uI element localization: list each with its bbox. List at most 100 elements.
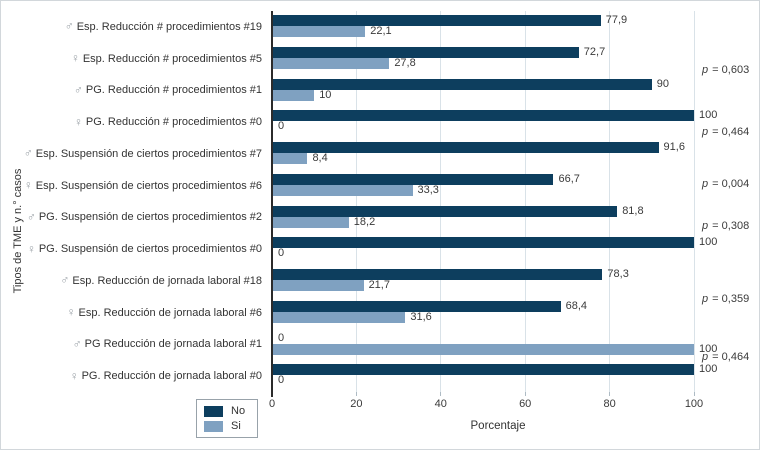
category-label-text: Esp. Reducción de jornada laboral #18 [72, 274, 262, 287]
value-label: 77,9 [605, 14, 628, 26]
female-icon: ♀ [66, 305, 76, 320]
x-axis-tick-label: 60 [519, 398, 532, 410]
no-bar [272, 300, 561, 312]
legend-label-no: No [231, 405, 246, 417]
p-value-label: p = 0,004 [702, 178, 750, 190]
x-axis-tick [693, 392, 695, 396]
category-label: ♀ Esp. Reducción de jornada laboral #6 [1, 297, 262, 329]
plot-area: 77,9 22,1 72,7 27,8 90 10 100 0 91,6 8,4 66,7 33,3 8… [272, 11, 717, 392]
category-label-text: Esp. Suspensión de ciertos procedimiento… [35, 147, 262, 160]
category-label: ♀ PG. Suspensión de ciertos procedimiento… [1, 233, 262, 265]
value-label: 18,2 [353, 215, 376, 228]
value-label: 90 [656, 77, 670, 90]
category-label-text: Esp. Reducción # procedimientos #5 [82, 52, 262, 65]
no-bar [272, 110, 694, 122]
value-label: 0 [278, 374, 285, 387]
value-label: 81,8 [622, 204, 644, 217]
x-axis-tick [609, 392, 611, 396]
category-label: ♂ Esp. Reducción # procedimientos #19 [1, 11, 262, 43]
male-icon: ♂ [64, 19, 74, 34]
value-label: 27,8 [394, 56, 416, 69]
female-icon: ♀ [26, 241, 36, 256]
category-label: ♂ Esp. Reducción de jornada laboral #18 [1, 265, 262, 297]
category-label: ♀ Esp. Reducción # procedimientos #5 [1, 43, 262, 75]
legend-swatch-si [204, 420, 223, 432]
no-bar [272, 46, 579, 58]
female-icon: ♀ [70, 51, 80, 66]
value-label: 8,4 [312, 152, 328, 164]
no-bar [272, 269, 603, 280]
value-label: 100 [699, 363, 718, 376]
female-icon: ♀ [23, 178, 33, 193]
no-bar [272, 364, 694, 376]
male-icon: ♂ [73, 82, 83, 97]
value-label: 21,7 [368, 279, 390, 291]
category-label-text: PG. Reducción # procedimientos #0 [85, 116, 262, 129]
category-label: ♂ PG. Reducción # procedimientos #1 [1, 75, 262, 107]
gridline [524, 11, 526, 392]
category-label: ♀ PG. Reducción de jornada laboral #0 [1, 360, 262, 392]
category-label: ♀ Esp. Suspensión de ciertos procedimient… [1, 170, 262, 202]
no-bar [272, 237, 694, 249]
female-icon: ♀ [69, 368, 79, 383]
si-bar [272, 216, 349, 228]
category-label-text: PG. Suspensión de ciertos procedimientos… [38, 243, 262, 256]
si-bar [272, 343, 694, 355]
si-bar [272, 153, 308, 164]
value-label: 22,1 [370, 25, 392, 37]
category-label-text: PG. Reducción de jornada laboral #0 [81, 370, 262, 383]
category-label: ♂ Esp. Suspensión de ciertos procedimient… [1, 138, 262, 170]
category-label-text: Esp. Suspensión de ciertos procedimiento… [35, 179, 262, 192]
value-label: 33,3 [417, 183, 439, 196]
value-label: 68,4 [565, 299, 588, 312]
category-label-text: PG Reducción de jornada laboral #1 [84, 338, 262, 351]
legend-label-si: Si [231, 420, 241, 432]
value-label: 0 [278, 120, 285, 133]
p-values: p = 0,603 p = 0,464 p = 0,004 p = 0,308 p = … [702, 1, 759, 449]
p-value-label: p = 0,308 [702, 220, 750, 232]
value-label: 91,6 [663, 141, 685, 153]
value-label: 0 [278, 247, 285, 260]
si-bar [272, 280, 364, 291]
p-value-label: p = 0,464 [702, 351, 750, 363]
no-bar [272, 173, 554, 185]
x-axis-tick [440, 392, 442, 396]
si-bar [272, 26, 366, 37]
value-label: 31,6 [410, 310, 432, 323]
p-value-label: p = 0,603 [702, 64, 750, 76]
value-label: 100 [699, 342, 718, 355]
x-axis-tick [355, 392, 357, 396]
male-icon: ♂ [72, 336, 82, 351]
legend-swatch-no [204, 405, 223, 417]
si-bar [272, 57, 390, 69]
si-bar [272, 89, 315, 101]
p-value-label: p = 0,464 [702, 126, 750, 138]
no-bar [272, 15, 601, 26]
value-label: 10 [319, 88, 332, 101]
x-axis-tick [524, 392, 526, 396]
category-label-text: PG. Reducción # procedimientos #1 [85, 84, 262, 97]
p-value-label: p = 0,359 [702, 293, 750, 305]
value-label: 100 [699, 109, 718, 122]
si-bar [272, 184, 413, 196]
category-label: ♂ PG Reducción de jornada laboral #1 [1, 329, 262, 361]
no-bar [272, 205, 618, 217]
value-label: 72,7 [583, 45, 606, 58]
category-label-text: PG. Suspensión de ciertos procedimientos… [38, 211, 262, 224]
x-axis-title: Porcentaje [470, 420, 526, 432]
gridline [693, 11, 695, 392]
x-axis-tick-label: 80 [603, 398, 616, 410]
x-axis-tick-label: 0 [268, 398, 276, 410]
gridline [609, 11, 611, 392]
si-bar [272, 311, 406, 323]
category-labels: ♂ Esp. Reducción # procedimientos #19 ♀ Esp… [1, 11, 265, 392]
value-label: 78,3 [607, 268, 629, 280]
legend-row-si: Si [204, 419, 257, 434]
gridline [355, 11, 357, 392]
x-axis: 0 20 40 60 80 100 [269, 392, 703, 422]
value-label: 100 [699, 236, 718, 249]
x-axis-tick-label: 20 [350, 398, 363, 410]
category-label: ♂ PG. Suspensión de ciertos procedimiento… [1, 202, 262, 234]
x-axis-tick-label: 100 [684, 398, 704, 410]
